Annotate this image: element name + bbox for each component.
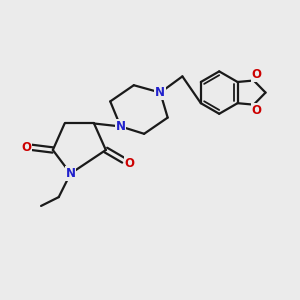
Text: N: N	[116, 120, 126, 133]
Text: N: N	[65, 167, 76, 180]
Text: O: O	[21, 141, 31, 154]
Text: O: O	[252, 68, 262, 81]
Text: O: O	[124, 157, 134, 170]
Text: O: O	[252, 104, 262, 117]
Text: N: N	[155, 86, 165, 99]
